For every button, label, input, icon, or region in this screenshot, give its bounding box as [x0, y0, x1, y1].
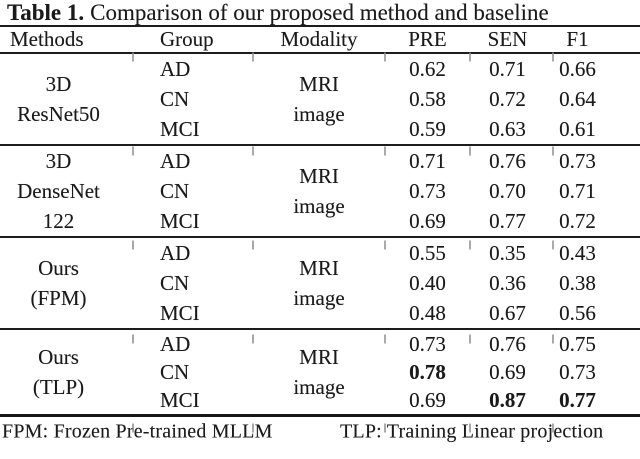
- group-cell: CN: [160, 86, 190, 111]
- method-name-cell: 3D DenseNet 122: [0, 146, 133, 236]
- column-header-methods: Methods: [10, 27, 84, 51]
- method-name-line: 3D: [45, 149, 72, 173]
- modality-line: MRI: [299, 72, 339, 96]
- f1-value-cell: 0.71: [559, 178, 596, 203]
- pre-value-cell: 0.62: [409, 56, 446, 81]
- sen-value-cell: 0.63: [489, 116, 526, 141]
- table-header-row: Methods Group Modality PRE SEN F1: [0, 27, 640, 54]
- f1-value-cell: 0.64: [559, 86, 596, 111]
- footnote-fpm: FPM: Frozen Pre-trained MLLM: [2, 420, 273, 442]
- method-name-cell: Ours (FPM): [0, 238, 133, 328]
- table-caption: Table 1. Comparison of our proposed meth…: [0, 0, 640, 27]
- modality-line: MRI: [299, 256, 339, 280]
- table-footnotes: FPM: Frozen Pre-trained MLLM TLP: Traini…: [0, 417, 640, 446]
- f1-value-cell: 0.73: [559, 359, 596, 384]
- modality-cell: MRI image: [253, 330, 385, 414]
- modality-line: MRI: [299, 164, 339, 188]
- pre-value-cell: 0.55: [409, 240, 446, 265]
- pre-value-cell: 0.73: [409, 178, 446, 203]
- method-name-line: ResNet50: [17, 102, 100, 126]
- group-cell: CN: [160, 178, 190, 203]
- sen-value-cell: 0.71: [489, 56, 526, 81]
- f1-value-cell-best: 0.77: [559, 387, 596, 412]
- column-header-group: Group: [160, 27, 214, 51]
- method-name-line: DenseNet: [17, 179, 100, 203]
- method-name-line: Ours: [38, 256, 79, 280]
- column-header-modality: Modality: [280, 27, 358, 51]
- group-cell: AD: [160, 240, 191, 265]
- footnote-tlp: TLP: Training Linear projection: [340, 420, 604, 442]
- modality-line: image: [293, 194, 345, 218]
- sen-value-cell: 0.72: [489, 86, 526, 111]
- f1-value-cell: 0.72: [559, 208, 596, 233]
- method-name-line: 122: [42, 209, 75, 233]
- pre-value-cell: 0.69: [409, 208, 446, 233]
- f1-value-cell: 0.75: [559, 331, 596, 356]
- column-header-pre: PRE: [408, 27, 447, 51]
- method-name-line: Ours: [38, 345, 79, 369]
- method-name-cell: 3D ResNet50: [0, 54, 133, 144]
- pre-value-cell: 0.69: [409, 387, 446, 412]
- pre-value-cell: 0.59: [409, 116, 446, 141]
- group-cell: MCI: [160, 300, 200, 325]
- group-cell: CN: [160, 270, 190, 295]
- modality-line: image: [293, 102, 345, 126]
- f1-value-cell: 0.43: [559, 240, 596, 265]
- modality-line: image: [293, 286, 345, 310]
- method-name-cell: Ours (TLP): [0, 330, 133, 414]
- column-header-f1: F1: [566, 27, 589, 51]
- method-name-line: 3D: [45, 72, 72, 96]
- method-block-ours-tlp: Ours (TLP) AD CN MCI MRI image 0.73 0.76…: [0, 330, 640, 417]
- method-name-line: (FPM): [30, 286, 87, 310]
- table-caption-text: Comparison of our proposed method and ba…: [90, 0, 549, 25]
- table-caption-number: Table 1.: [7, 0, 85, 25]
- f1-value-cell: 0.56: [559, 300, 596, 325]
- sen-value-cell: 0.76: [489, 148, 526, 173]
- group-cell: CN: [160, 359, 190, 384]
- modality-cell: MRI image: [253, 238, 385, 328]
- modality-cell: MRI image: [253, 54, 385, 144]
- pre-value-cell: 0.71: [409, 148, 446, 173]
- sen-value-cell: 0.67: [489, 300, 526, 325]
- group-cell: AD: [160, 331, 191, 356]
- pre-value-cell-best: 0.78: [409, 359, 446, 384]
- f1-value-cell: 0.73: [559, 148, 596, 173]
- group-cell: MCI: [160, 116, 200, 141]
- sen-value-cell: 0.35: [489, 240, 526, 265]
- pre-value-cell: 0.58: [409, 86, 446, 111]
- sen-value-cell-best: 0.87: [489, 387, 526, 412]
- method-block-ours-fpm: Ours (FPM) AD CN MCI MRI image 0.55 0.35…: [0, 238, 640, 330]
- pre-value-cell: 0.40: [409, 270, 446, 295]
- group-cell: MCI: [160, 387, 200, 412]
- f1-value-cell: 0.66: [559, 56, 596, 81]
- group-cell: AD: [160, 56, 191, 81]
- method-block-3d-densenet122: 3D DenseNet 122 AD CN MCI MRI image 0.71…: [0, 146, 640, 238]
- modality-line: MRI: [299, 345, 339, 369]
- sen-value-cell: 0.36: [489, 270, 526, 295]
- modality-cell: MRI image: [253, 146, 385, 236]
- sen-value-cell: 0.70: [489, 178, 526, 203]
- group-cell: AD: [160, 148, 191, 173]
- pre-value-cell: 0.48: [409, 300, 446, 325]
- sen-value-cell: 0.77: [489, 208, 526, 233]
- method-block-3d-resnet50: 3D ResNet50 AD CN MCI MRI image 0.62 0.7…: [0, 54, 640, 146]
- method-name-line: (TLP): [32, 375, 85, 399]
- pre-value-cell: 0.73: [409, 331, 446, 356]
- sen-value-cell: 0.76: [489, 331, 526, 356]
- modality-line: image: [293, 375, 345, 399]
- f1-value-cell: 0.38: [559, 270, 596, 295]
- sen-value-cell: 0.69: [489, 359, 526, 384]
- column-header-sen: SEN: [487, 27, 528, 51]
- f1-value-cell: 0.61: [559, 116, 596, 141]
- group-cell: MCI: [160, 208, 200, 233]
